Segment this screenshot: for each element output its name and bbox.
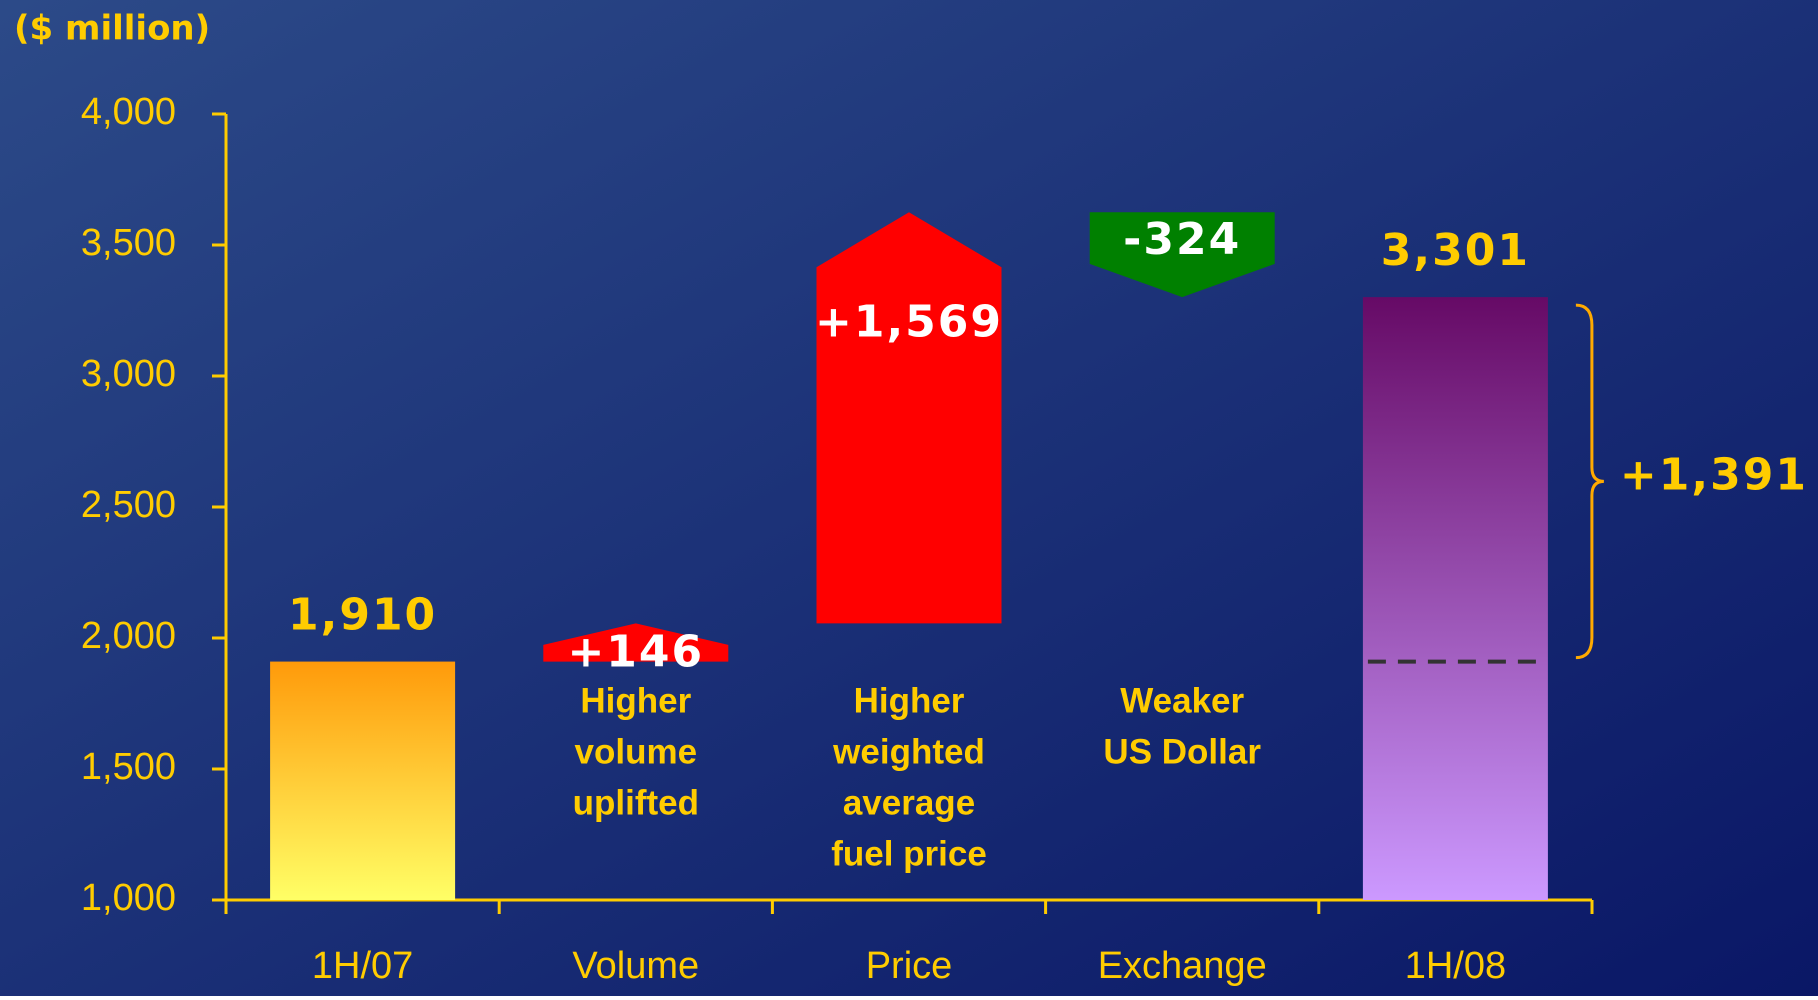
arrow-bar xyxy=(816,212,1002,624)
value-label: -324 xyxy=(1123,214,1241,265)
description: average xyxy=(843,783,975,822)
value-label: 3,301 xyxy=(1381,225,1530,276)
y-tick-label: 1,000 xyxy=(81,877,176,919)
value-label: 1,910 xyxy=(288,590,437,641)
axis-label: ($ million) xyxy=(14,9,210,49)
x-tick-label: 1H/07 xyxy=(312,945,413,987)
arrow-bar xyxy=(1089,212,1275,298)
description: US Dollar xyxy=(1103,732,1261,771)
y-tick-label: 2,500 xyxy=(81,484,176,526)
description: fuel price xyxy=(831,834,987,873)
y-tick-label: 3,500 xyxy=(81,222,176,264)
value-label: +1,569 xyxy=(815,296,1003,347)
bar xyxy=(270,661,456,900)
description: weighted xyxy=(832,732,985,771)
x-tick-label: Price xyxy=(866,945,953,987)
y-tick-label: 1,500 xyxy=(81,746,176,788)
x-tick-label: Volume xyxy=(572,945,699,987)
arrow-bar xyxy=(543,623,729,662)
value-label: +146 xyxy=(567,626,704,677)
annotation: +1,391 xyxy=(1620,449,1808,500)
x-tick-label: Exchange xyxy=(1098,945,1267,987)
bar xyxy=(1362,297,1548,900)
description: Higher xyxy=(854,681,965,720)
y-tick-label: 2,000 xyxy=(81,615,176,657)
description: Higher xyxy=(580,681,691,720)
y-tick-label: 3,000 xyxy=(81,353,176,395)
bracket xyxy=(1575,303,1604,660)
description: volume xyxy=(575,732,698,771)
y-tick-label: 4,000 xyxy=(81,91,176,133)
description: uplifted xyxy=(573,783,699,822)
description: Weaker xyxy=(1120,681,1244,720)
x-tick-label: 1H/08 xyxy=(1405,945,1506,987)
